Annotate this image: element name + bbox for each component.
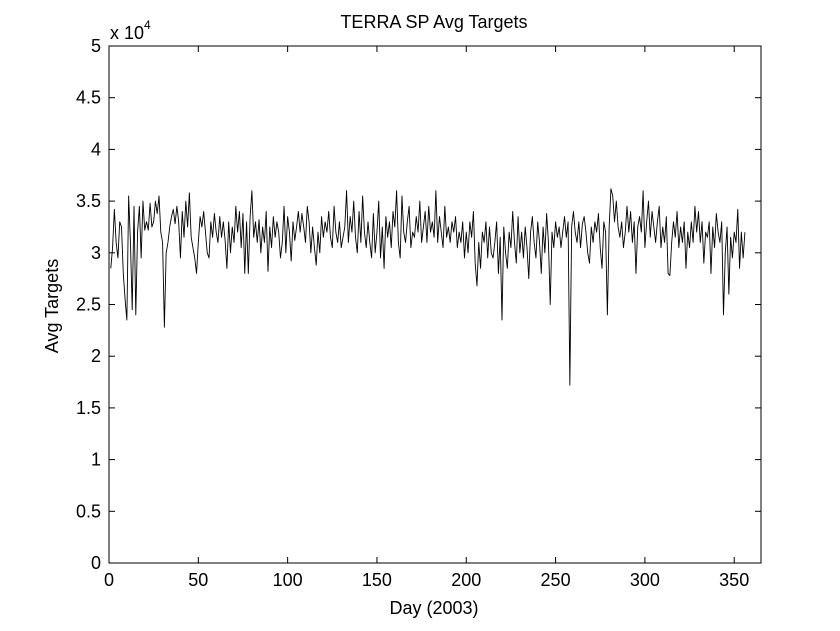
x-tick-label: 350 (719, 570, 749, 590)
y-axis-multiplier-exponent: 4 (144, 18, 151, 32)
x-tick-label: 300 (630, 570, 660, 590)
y-tick-label: 2 (91, 346, 101, 366)
x-tick-label: 200 (451, 570, 481, 590)
y-tick-label: 4 (91, 139, 101, 159)
axes-box (108, 45, 762, 564)
x-tick-label: 150 (362, 570, 392, 590)
y-tick-label: 5 (91, 36, 101, 56)
x-tick-label: 0 (104, 570, 114, 590)
y-tick-label: 2.5 (76, 295, 101, 315)
x-tick-label: 100 (273, 570, 303, 590)
y-axis-multiplier-base: x 10 (110, 23, 144, 43)
y-tick-label: 4.5 (76, 88, 101, 108)
y-tick-label: 0.5 (76, 501, 101, 521)
y-tick-label: 1.5 (76, 398, 101, 418)
chart-title: TERRA SP Avg Targets (340, 12, 527, 32)
y-tick-label: 0 (91, 553, 101, 573)
plot-area: 0 50 100 150 200 250 300 350 0 0.5 1 1.5 2 2.5 3 3.5 4 4.… (76, 36, 762, 590)
y-axis-label: Avg Targets (42, 259, 62, 353)
x-tick-label: 50 (188, 570, 208, 590)
series-line (110, 188, 746, 386)
x-axis-label: Day (2003) (389, 598, 478, 618)
y-tick-label: 1 (91, 450, 101, 470)
y-tick-label: 3.5 (76, 191, 101, 211)
y-tick-label: 3 (91, 243, 101, 263)
y-axis-multiplier: x 104 (110, 18, 151, 43)
x-tick-label: 250 (541, 570, 571, 590)
